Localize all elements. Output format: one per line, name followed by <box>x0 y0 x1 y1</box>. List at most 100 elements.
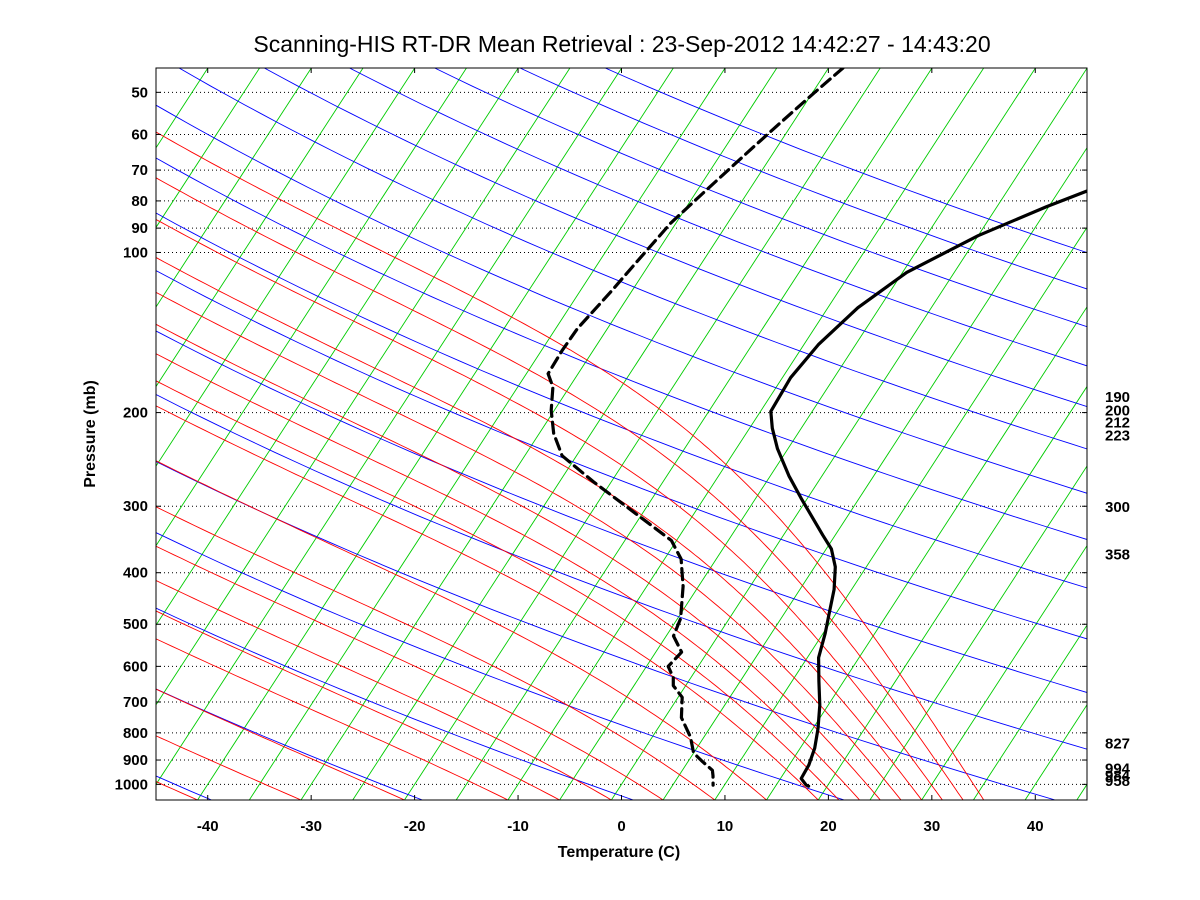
dry-adiabat-line <box>519 68 1087 290</box>
x-tick-label: 40 <box>1027 818 1044 835</box>
dry-adiabat-line <box>156 157 1087 540</box>
plot-frame <box>155 67 1088 801</box>
y-tick-label: 900 <box>123 752 148 769</box>
level-annotation: 212 <box>1105 415 1130 432</box>
isotherm-line <box>0 68 53 800</box>
isotherm-line <box>156 68 364 388</box>
dry-adiabat-line <box>156 460 1056 800</box>
isotherm-line <box>156 68 467 547</box>
isotherm-line <box>921 544 1087 800</box>
moist-adiabat-line <box>156 506 716 800</box>
y-tick-label: 100 <box>123 244 148 261</box>
isotherm-line <box>197 68 674 800</box>
dry-adiabat-line <box>156 104 1087 494</box>
moist-adiabat-line <box>156 460 767 800</box>
y-tick-label: 50 <box>131 84 148 101</box>
isotherm-line <box>156 68 519 627</box>
y-tick-label: 200 <box>123 405 148 422</box>
dry-adiabat-line <box>0 68 1 800</box>
isotherm-line <box>455 68 933 800</box>
isotherm-line <box>352 68 829 800</box>
isotherm-line <box>248 68 726 800</box>
moist-adiabat-line <box>156 131 985 800</box>
level-annotation: 827 <box>1105 736 1130 753</box>
y-tick-label: 70 <box>131 162 148 179</box>
level-annotation: 358 <box>1105 547 1130 564</box>
dry-adiabat-line <box>349 68 1087 367</box>
dry-adiabat-line <box>156 330 1087 693</box>
dewpoint-profile-line <box>546 68 845 787</box>
y-axis-ticks: 50 60 70 80 90 100 200 300 400 500 600 700 800 900 100… <box>115 84 1087 793</box>
isotherm-line <box>156 68 571 706</box>
moist-adiabat-line <box>156 323 881 800</box>
moist-adiabat-line <box>156 610 560 800</box>
x-axis-label: Temperature (C) <box>558 844 680 861</box>
dry-adiabat-line <box>434 68 1087 328</box>
y-axis-label: Pressure (mb) <box>82 380 99 488</box>
y-tick-label: 400 <box>123 565 148 582</box>
y-tick-label: 600 <box>123 658 148 675</box>
isotherm-line <box>156 68 312 308</box>
y-tick-label: 90 <box>131 220 148 237</box>
y-tick-label: 500 <box>123 616 148 633</box>
y-tick-label: 80 <box>131 193 148 210</box>
moist-adiabat-line <box>156 256 923 800</box>
x-tick-label: -10 <box>507 818 529 835</box>
dry-adiabat-line <box>156 270 1087 640</box>
moist-adiabat-line <box>156 545 664 800</box>
moist-adiabat-line <box>156 405 819 800</box>
isotherm-line <box>559 68 1036 800</box>
dry-adiabat-line <box>156 607 634 800</box>
x-axis-ticks: -40 -30 -20 -10 0 10 20 30 40 <box>197 68 1044 835</box>
dry-adiabat-line <box>605 68 1087 254</box>
moist-adiabat-line <box>156 638 509 800</box>
x-tick-label: -40 <box>197 818 219 835</box>
moist-adiabat-line <box>156 353 860 800</box>
profiles <box>546 68 1087 788</box>
dry-adiabat-line <box>264 68 1087 408</box>
dry-adiabat-line <box>156 532 845 800</box>
dry-adiabat-line <box>156 393 1087 750</box>
level-annotation: 994 <box>1105 761 1131 778</box>
x-tick-label: 10 <box>717 818 734 835</box>
dry-adiabat-line <box>178 68 1087 450</box>
isotherm-line <box>156 68 260 229</box>
x-tick-label: 20 <box>820 818 837 835</box>
level-annotation: 958 <box>1105 773 1130 790</box>
y-tick-label: 800 <box>123 725 148 742</box>
level-annotation: 190 <box>1105 389 1130 406</box>
y-tick-label: 700 <box>123 694 148 711</box>
isotherm-line <box>766 306 1087 800</box>
isotherm-line <box>1076 783 1087 800</box>
isotherm-line <box>156 68 416 467</box>
isotherm-line <box>156 68 623 786</box>
background-lines <box>0 68 1087 800</box>
isotherm-line <box>610 68 1087 800</box>
dry-adiabat-line <box>156 775 212 800</box>
isotherm-line <box>817 385 1087 800</box>
level-annotation: 223 <box>1105 428 1130 445</box>
isotherm-line <box>662 146 1087 800</box>
level-annotation: 300 <box>1105 499 1130 516</box>
moist-adiabat-line <box>156 579 612 800</box>
level-annotation: 200 <box>1105 402 1130 419</box>
moist-adiabat-line <box>156 735 302 800</box>
moist-adiabat-line <box>156 380 840 800</box>
isotherm-line <box>973 624 1087 800</box>
x-tick-label: 30 <box>923 818 940 835</box>
dry-adiabat-line <box>156 212 1087 589</box>
isotherm-line <box>404 68 881 800</box>
isotherm-line <box>869 465 1087 800</box>
x-tick-label: -30 <box>300 818 322 835</box>
x-tick-label: 0 <box>617 818 625 835</box>
y-tick-label: 1000 <box>115 776 148 793</box>
chart-title: Scanning-HIS RT-DR Mean Retrieval : 23-S… <box>253 31 990 57</box>
temperature-profile-line <box>769 189 1087 788</box>
x-tick-label: -20 <box>404 818 426 835</box>
isotherm-line <box>507 68 985 800</box>
level-annotation: 984 <box>1105 768 1131 785</box>
y-tick-label: 60 <box>131 126 148 143</box>
moist-adiabat-line <box>156 218 943 800</box>
